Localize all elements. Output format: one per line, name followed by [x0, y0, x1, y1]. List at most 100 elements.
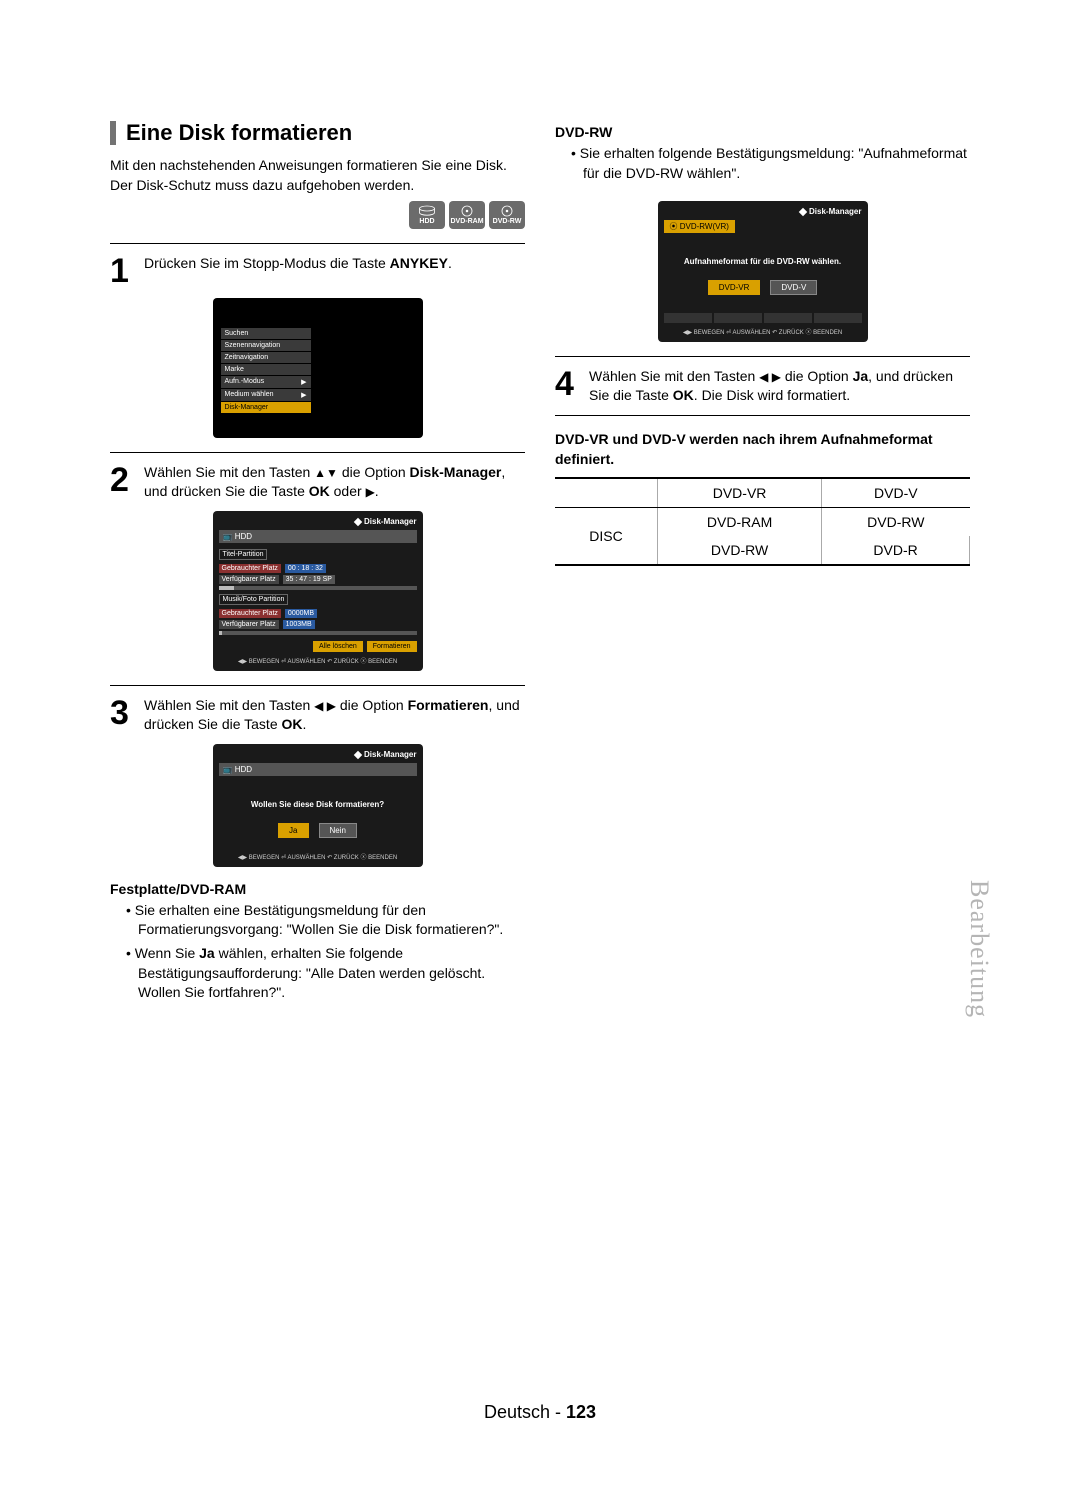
used-label: Gebrauchter Platz: [219, 564, 281, 573]
dialog: Wollen Sie diese Disk formatieren? Ja Ne…: [219, 780, 417, 848]
ss-title: Disk-Manager: [219, 517, 417, 526]
table-cell: DVD-RW: [822, 508, 970, 537]
text: oder: [330, 483, 366, 499]
badge-dvd-rw: DVD-RW: [489, 201, 525, 229]
text: Drücken Sie im Stopp-Modus die Taste: [144, 255, 390, 271]
step-number: 2: [110, 463, 136, 501]
text: die Option: [338, 464, 410, 480]
menu-item[interactable]: Zeitnavigation: [221, 352, 311, 363]
step-4: 4 Wählen Sie mit den Tasten ◀ ▶ die Opti…: [555, 356, 970, 405]
left-column: Eine Disk formatieren Mit den nachstehen…: [110, 120, 525, 1007]
left-right-icon: ◀ ▶: [314, 699, 336, 713]
dialog: Aufnahmeformat für die DVD-RW wählen. DV…: [664, 237, 862, 305]
right-icon: ▶: [366, 485, 375, 499]
title-bar: [110, 121, 116, 145]
menu-item[interactable]: Suchen: [221, 328, 311, 339]
ss-title: Disk-Manager: [219, 750, 417, 759]
chevron-right-icon: ▶: [301, 378, 306, 386]
menu-item[interactable]: Szenennavigation: [221, 340, 311, 351]
dvd-v-button[interactable]: DVD-V: [770, 280, 817, 295]
menu-label: Suchen: [225, 330, 249, 337]
step-text: Drücken Sie im Stopp-Modus die Taste ANY…: [144, 254, 452, 288]
ss-footer: ◀▶ BEWEGEN ⏎ AUSWÄHLEN ↶ ZURÜCK ⓧ BEENDE…: [219, 656, 417, 665]
used-label: Gebrauchter Platz: [219, 609, 281, 618]
option-name: Formatieren: [408, 697, 489, 713]
menu-label: Aufn.-Modus: [225, 378, 265, 386]
thumb: [714, 313, 762, 323]
used-value: 0000MB: [285, 609, 317, 618]
hdd-icon: [417, 205, 437, 217]
format-button[interactable]: Formatieren: [367, 641, 417, 652]
diamond-icon: [799, 208, 807, 216]
badge-dvd-ram: DVD-RAM: [449, 201, 485, 229]
dvd-vr-button[interactable]: DVD-VR: [708, 280, 761, 295]
separator: [555, 415, 970, 416]
used-value: 00 : 18 : 32: [285, 564, 326, 573]
diamond-icon: [354, 750, 362, 758]
left-right-icon: ◀ ▶: [759, 370, 781, 384]
step-number: 3: [110, 696, 136, 734]
dialog-text: Wollen Sie diese Disk formatieren?: [223, 800, 413, 809]
screenshot-confirm: Disk-Manager 📺 HDD Wollen Sie diese Disk…: [213, 744, 423, 867]
ss-title-text: Disk-Manager: [809, 207, 861, 216]
bullet: Sie erhalten folgende Bestätigungsmeldun…: [555, 144, 970, 183]
step-text: Wählen Sie mit den Tasten ◀ ▶ die Option…: [144, 696, 525, 734]
menu-label: Marke: [225, 366, 244, 373]
screenshot-rw-format: Disk-Manager ⦿ DVD-RW(VR) Aufnahmeformat…: [658, 201, 868, 342]
disc-icon: [457, 205, 477, 217]
disc-table: DVD-VR DVD-V DISC DVD-RAM DVD-RW DVD-RW …: [555, 479, 970, 564]
badge-label: HDD: [419, 218, 434, 225]
title-text: Eine Disk formatieren: [126, 120, 352, 146]
intro-text: Mit den nachstehenden Anweisungen format…: [110, 156, 525, 195]
right-column: DVD-RW Sie erhalten folgende Bestätigung…: [555, 120, 970, 1007]
ss-title-text: Disk-Manager: [364, 750, 416, 759]
table-row: DISC DVD-RAM DVD-RW: [555, 508, 970, 537]
option-name: Ja: [853, 368, 869, 384]
ss-title: Disk-Manager: [664, 207, 862, 216]
dialog-buttons: DVD-VR DVD-V: [668, 280, 858, 295]
no-button[interactable]: Nein: [319, 823, 357, 838]
progress-bar: [219, 586, 417, 590]
partition-label: Titel-Partition: [219, 549, 268, 560]
menu-item-highlighted[interactable]: Disk-Manager: [221, 402, 311, 413]
bullet: Sie erhalten eine Bestätigungsmeldung fü…: [110, 901, 525, 940]
step-number: 4: [555, 367, 581, 405]
bullet: Wenn Sie Ja wählen, erhalten Sie folgend…: [110, 944, 525, 1003]
badge-label: DVD-RAM: [450, 218, 483, 225]
up-down-icon: ▲▼: [314, 466, 338, 480]
page-number: 123: [566, 1402, 596, 1422]
text: Wenn Sie: [135, 945, 199, 961]
badge-hdd: HDD: [409, 201, 445, 229]
thumb: [764, 313, 812, 323]
device-label: DVD-RW(VR): [680, 222, 729, 231]
table-cell: DVD-RAM: [658, 508, 822, 537]
ss-footer: ◀▶ BEWEGEN ⏎ AUSWÄHLEN ↶ ZURÜCK ⓧ BEENDE…: [664, 327, 862, 336]
progress-fill: [219, 586, 235, 590]
menu-item[interactable]: Medium wählen▶: [221, 389, 311, 401]
menu-item[interactable]: Marke: [221, 364, 311, 375]
ss-footer: ◀▶ BEWEGEN ⏎ AUSWÄHLEN ↶ ZURÜCK ⓧ BEENDE…: [219, 852, 417, 861]
table-cell: DVD-R: [822, 536, 970, 564]
yes-button[interactable]: Ja: [278, 823, 308, 838]
ss-thumbnails: [664, 313, 862, 323]
partition-label: Musik/Foto Partition: [219, 594, 289, 605]
sub-heading: Festplatte/DVD-RAM: [110, 881, 525, 897]
menu-item[interactable]: Aufn.-Modus ▶: [221, 376, 311, 388]
ss-device: 📺 HDD: [219, 530, 417, 543]
key-name: OK: [282, 716, 303, 732]
menu-list: Suchen Szenennavigation Zeitnavigation M…: [221, 328, 311, 413]
menu-label: Szenennavigation: [225, 342, 281, 349]
device-label: HDD: [235, 765, 252, 774]
chevron-right-icon: ▶: [301, 391, 306, 399]
step-1: 1 Drücken Sie im Stopp-Modus die Taste A…: [110, 243, 525, 288]
progress-fill: [219, 631, 223, 635]
delete-all-button[interactable]: Alle löschen: [313, 641, 363, 652]
ss-device: 📺 HDD: [219, 763, 417, 776]
screenshot-disk-manager: Disk-Manager 📺 HDD Titel-Partition Gebra…: [213, 511, 423, 671]
table-cell: [555, 479, 658, 508]
progress-bar: [219, 631, 417, 635]
key-name: OK: [673, 387, 694, 403]
ss-row: Verfügbarer Platz35 : 47 : 19 SP: [219, 575, 417, 584]
text: .: [448, 255, 452, 271]
screenshot-menu: Suchen Szenennavigation Zeitnavigation M…: [213, 298, 423, 438]
